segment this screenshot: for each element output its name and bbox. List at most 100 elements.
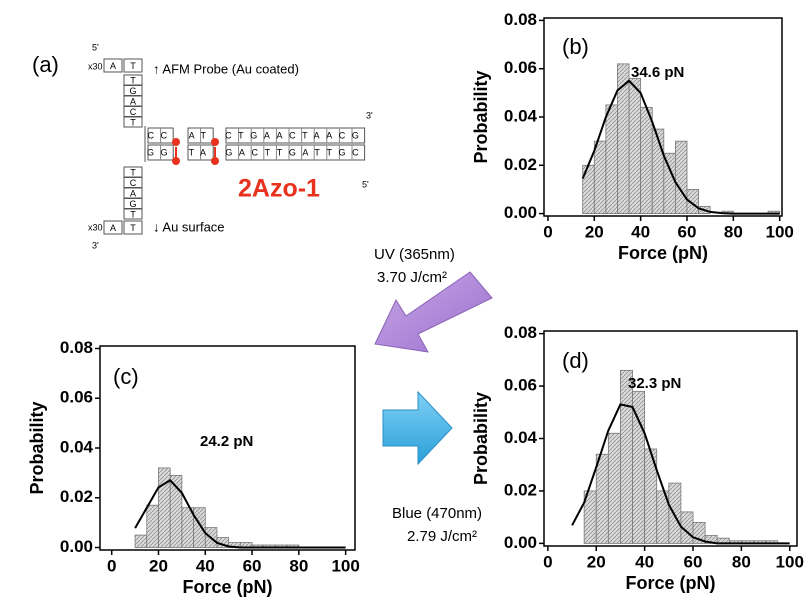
base-box — [103, 220, 123, 235]
bar — [686, 189, 699, 214]
panel-label: (a) — [32, 52, 59, 77]
x-tick-label: 0 — [107, 556, 116, 575]
x-tick-label: 80 — [724, 222, 743, 241]
base-box — [123, 116, 143, 128]
x-axis-title: Force (pN) — [618, 243, 708, 263]
fit-annotation: 34.6 pN — [631, 64, 684, 81]
y-tick-label: 0.06 — [60, 388, 93, 407]
strand-end: 5' — [92, 42, 99, 52]
y-axis-title: Probability — [471, 70, 491, 163]
charts: 0.00 0.02 0.04 0.06 0.08 0 20 40 60 80 100 Force (p… — [27, 10, 804, 597]
fit-curve — [581, 79, 780, 215]
y-tick-label: 0.04 — [504, 106, 538, 125]
x-tick-label: 100 — [776, 552, 804, 571]
y-axis-title: Probability — [471, 392, 491, 485]
y-tick-label: 0.08 — [504, 323, 537, 342]
bar — [620, 369, 633, 544]
molecule-name: 2Azo-1 — [238, 175, 320, 203]
x-tick-label: 0 — [543, 552, 552, 571]
base-letter: T — [130, 117, 136, 127]
fit-curve — [571, 403, 790, 545]
base-letter: C — [130, 107, 137, 117]
bar — [595, 453, 609, 544]
blue-arrow — [382, 390, 453, 466]
strand-sequence: CC — [147, 130, 173, 140]
x-tick-label: 40 — [631, 222, 650, 241]
bar — [605, 104, 618, 214]
base-letter: T — [130, 223, 136, 233]
x-tick-label: 20 — [149, 556, 168, 575]
azo-dot — [172, 157, 180, 165]
azo-dot — [172, 138, 180, 146]
strand-end: 3' — [92, 240, 99, 250]
x-axis-title: Force (pN) — [183, 577, 273, 597]
x-tick-label: 60 — [243, 556, 262, 575]
x-tick-label: 100 — [331, 556, 359, 575]
base-letter: G — [129, 199, 136, 209]
y-tick-label: 0.08 — [60, 338, 93, 357]
x-axis-title: Force (pN) — [626, 573, 716, 593]
bar — [640, 106, 653, 214]
fit-curve — [134, 479, 346, 549]
strand-sequence: TA — [189, 147, 213, 157]
base-box — [103, 58, 123, 73]
repeat-label: x30 — [88, 222, 103, 232]
fit-annotation: 32.3 pN — [628, 375, 681, 392]
base-box — [123, 208, 143, 220]
bar — [146, 504, 159, 548]
strand-sequence: GACTTGATTGC — [225, 147, 365, 157]
x-tick-label: 0 — [543, 222, 552, 241]
strand-end: 5' — [362, 179, 369, 189]
y-tick-label: 0.04 — [60, 437, 94, 456]
x-tick-label: 60 — [678, 222, 697, 241]
y-tick-label: 0.06 — [504, 376, 537, 395]
surface-label: ↓ Au surface — [153, 219, 225, 234]
base-letter: T — [130, 61, 136, 71]
bar — [668, 482, 682, 544]
panel-label: (d) — [562, 348, 589, 373]
x-tick-label: 20 — [585, 222, 604, 241]
base-letter: A — [130, 96, 136, 106]
y-tick-label: 0.08 — [504, 10, 537, 29]
fit-annotation: 24.2 pN — [200, 433, 253, 450]
x-tick-label: 40 — [635, 552, 654, 571]
base-box — [123, 220, 143, 235]
y-tick-label: 0.06 — [504, 58, 537, 77]
base-letter: T — [130, 75, 136, 85]
x-tick-label: 80 — [289, 556, 308, 575]
bar — [607, 432, 621, 544]
y-tick-label: 0.02 — [60, 487, 93, 506]
bar — [158, 467, 171, 548]
base-letter: A — [110, 223, 116, 233]
uv-dose: 3.70 J/cm² — [377, 269, 447, 286]
y-tick-label: 0.00 — [60, 537, 93, 556]
strand-sequence: GG — [147, 147, 174, 157]
base-letter: C — [130, 178, 137, 188]
base-box — [123, 58, 143, 73]
bar — [134, 534, 148, 548]
bar — [663, 152, 676, 214]
bar — [632, 390, 646, 544]
dna-diagram: (a) 5' x30 x30 3' 3' 5' ↑ AFM Probe (Au … — [32, 42, 373, 250]
bar — [628, 77, 642, 214]
base-letter: A — [130, 188, 136, 198]
blue-dose: 2.79 J/cm² — [407, 528, 477, 545]
blue-label: Blue (470nm) — [392, 505, 482, 522]
strand-box — [225, 144, 366, 161]
y-tick-label: 0.04 — [504, 428, 538, 447]
panel-label: (b) — [562, 34, 589, 59]
azo-dot — [211, 138, 219, 146]
strand-box — [225, 127, 366, 144]
base-letter: T — [130, 209, 136, 219]
repeat-label: x30 — [88, 61, 103, 71]
bar — [593, 140, 607, 214]
x-tick-label: 20 — [587, 552, 606, 571]
strand-sequence: CTGAACTAACG — [225, 130, 365, 140]
y-axis-title: Probability — [27, 401, 47, 494]
uv-arrow — [374, 271, 493, 353]
panel-label: (c) — [113, 364, 139, 389]
x-tick-label: 100 — [765, 222, 793, 241]
uv-label: UV (365nm) — [374, 246, 455, 263]
azo-dot — [211, 157, 219, 165]
